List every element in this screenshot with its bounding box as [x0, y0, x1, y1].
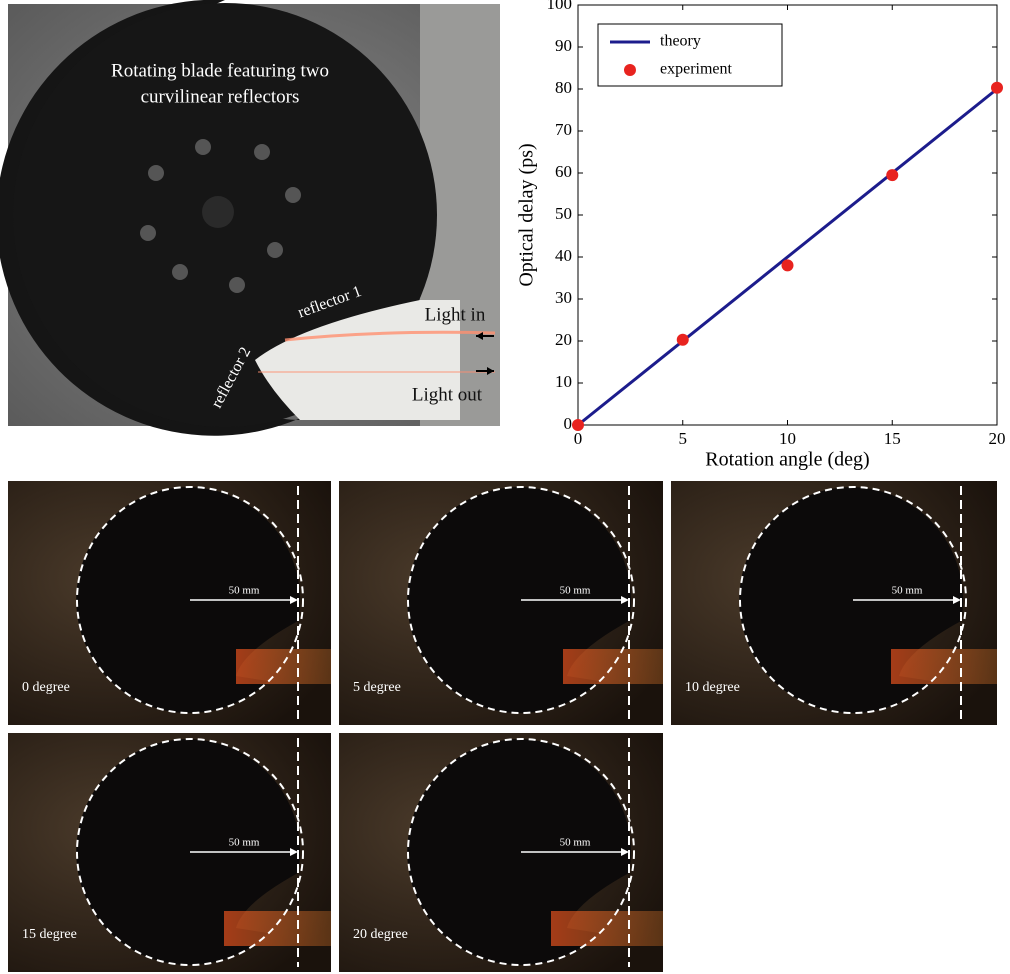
laser-glow — [224, 911, 331, 946]
y-tick-label: 60 — [555, 162, 572, 181]
legend-swatch — [624, 64, 636, 76]
experiment-point — [572, 419, 584, 431]
figure: Rotating blade featuring two curvilinear… — [0, 0, 1010, 974]
y-axis-label: Optical delay (ps) — [516, 143, 538, 286]
x-tick-label: 10 — [779, 429, 796, 448]
scale-label: 50 mm — [892, 585, 923, 597]
angle-label: 20 degree — [353, 927, 408, 942]
angle-label: 0 degree — [22, 680, 70, 695]
x-tick-label: 0 — [574, 429, 583, 448]
legend-label: experiment — [660, 61, 733, 78]
y-tick-label: 20 — [555, 330, 572, 349]
laser-glow — [891, 649, 997, 684]
y-tick-label: 30 — [555, 288, 572, 307]
photo-caption: curvilinear reflectors — [141, 86, 300, 107]
y-tick-label: 0 — [564, 414, 573, 433]
laser-glow — [551, 911, 663, 946]
page: Rotating blade featuring two curvilinear… — [0, 0, 1010, 974]
laser-glow — [236, 649, 331, 684]
legend-label: theory — [660, 33, 701, 50]
x-axis-label: Rotation angle (deg) — [705, 449, 869, 471]
angle-label: 10 degree — [685, 680, 740, 695]
laser-glow — [563, 649, 663, 684]
photo-caption: Rotating blade featuring two — [111, 60, 329, 81]
experiment-point — [886, 169, 898, 181]
photo-panel: 50 mm 10 degree — [671, 481, 997, 725]
photo-panel: 50 mm 0 degree — [8, 481, 331, 725]
photo-panel: 50 mm 5 degree — [339, 481, 663, 725]
light-out-label: Light out — [412, 384, 483, 405]
y-tick-label: 90 — [555, 36, 572, 55]
scale-label: 50 mm — [560, 837, 591, 849]
y-tick-label: 80 — [555, 78, 572, 97]
experiment-point — [991, 82, 1003, 94]
y-tick-label: 70 — [555, 120, 572, 139]
scale-label: 50 mm — [229, 585, 260, 597]
x-tick-label: 15 — [884, 429, 901, 448]
scale-label: 50 mm — [560, 585, 591, 597]
y-tick-label: 50 — [555, 204, 572, 223]
y-tick-label: 100 — [547, 0, 573, 13]
light-in-label: Light in — [425, 304, 486, 325]
angle-label: 5 degree — [353, 680, 401, 695]
y-tick-label: 10 — [555, 372, 572, 391]
panels: 50 mm 0 degree 50 mm 5 degree 50 mm 10 degree… — [8, 481, 997, 972]
experiment-point — [782, 259, 794, 271]
photo-panel: 50 mm 20 degree — [339, 733, 663, 972]
x-tick-label: 20 — [989, 429, 1006, 448]
photo-panel: 50 mm 15 degree — [8, 733, 331, 972]
angle-label: 15 degree — [22, 927, 77, 942]
chart: 0 10 20 30 40 50 60 70 80 90 100 0 5 10 15 20 Rotation a… — [516, 0, 1006, 471]
experiment-point — [677, 334, 689, 346]
x-tick-label: 5 — [679, 429, 688, 448]
scale-label: 50 mm — [229, 837, 260, 849]
y-tick-label: 40 — [555, 246, 572, 265]
